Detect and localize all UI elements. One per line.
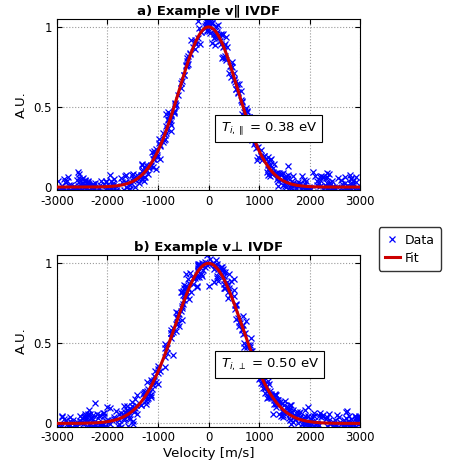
- Line: Data: Data: [55, 11, 361, 201]
- Y-axis label: A.U.: A.U.: [15, 91, 28, 118]
- Y-axis label: A.U.: A.U.: [15, 328, 28, 355]
- Data: [300, 183, 305, 189]
- Fit: [132, 177, 138, 183]
- Fit: [205, 24, 211, 30]
- Fit: [191, 42, 197, 48]
- Data: [168, 112, 173, 118]
- Fit: [233, 82, 239, 87]
- Fit: [108, 183, 113, 189]
- Data: [324, 174, 330, 180]
- Data: [80, 180, 86, 186]
- Fit: [257, 150, 263, 155]
- Fit: [357, 184, 363, 190]
- Data: [250, 121, 255, 127]
- Line: Fit: Fit: [57, 27, 360, 187]
- Data: [342, 181, 348, 186]
- X-axis label: Velocity [m/s]: Velocity [m/s]: [163, 447, 255, 460]
- Fit: [283, 179, 289, 185]
- Text: $T_{i,\perp}$ = 0.50 eV: $T_{i,\perp}$ = 0.50 eV: [221, 357, 319, 373]
- Data: [353, 174, 359, 180]
- Data: [210, 11, 216, 17]
- Data: [344, 185, 349, 191]
- Fit: [54, 184, 60, 190]
- Title: b) Example v⊥ IVDF: b) Example v⊥ IVDF: [134, 241, 283, 254]
- Data: [65, 196, 71, 201]
- Title: a) Example v∥ IVDF: a) Example v∥ IVDF: [137, 5, 280, 18]
- Text: $T_{i,\parallel}$ = 0.38 eV: $T_{i,\parallel}$ = 0.38 eV: [221, 120, 317, 137]
- Legend: Data, Fit: Data, Fit: [379, 228, 441, 271]
